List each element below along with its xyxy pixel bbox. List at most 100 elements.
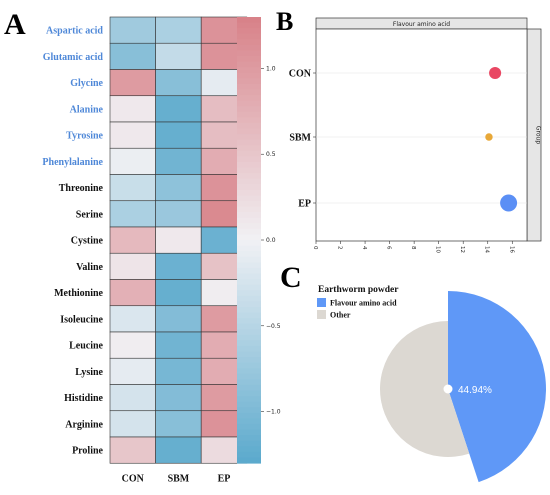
x-tick-label: 2 xyxy=(337,246,343,250)
colorbar-segment xyxy=(237,122,261,130)
colorbar-segment xyxy=(237,95,261,102)
heatmap-cell xyxy=(155,252,202,280)
colorbar-segment xyxy=(237,56,261,63)
x-tick-label: 16 xyxy=(508,246,514,253)
colorbar-segment xyxy=(237,251,261,258)
colorbar-segment xyxy=(237,384,261,392)
heatmap-row-label: Methionine xyxy=(54,288,103,299)
colorbar-segment xyxy=(237,161,261,169)
colorbar-segment xyxy=(237,451,261,459)
x-tick-label: 4 xyxy=(361,246,367,250)
colorbar-segment xyxy=(237,306,261,314)
colorbar-segment xyxy=(237,134,261,141)
bubble-point xyxy=(489,66,502,80)
colorbar-segment xyxy=(237,245,261,252)
colorbar-segment xyxy=(237,262,261,269)
colorbar-segment xyxy=(237,200,261,208)
heatmap-cell xyxy=(109,16,156,44)
legend-swatch xyxy=(317,310,326,319)
colorbar: 1.0 0.5 0.0 −0.5 −1.0 xyxy=(237,17,281,464)
colorbar-segment xyxy=(237,145,261,152)
facet-title: Flavour amino acid xyxy=(393,21,450,28)
heatmap-column-label: CON xyxy=(122,473,145,484)
y-category-label: SBM xyxy=(289,133,311,144)
colorbar-segment xyxy=(237,72,261,79)
colorbar-segment xyxy=(237,184,261,191)
colorbar-segment xyxy=(237,379,261,386)
colorbar-segment xyxy=(237,345,261,353)
x-tick-label: 10 xyxy=(435,246,441,253)
colorbar-segment xyxy=(237,28,261,35)
heatmap-cell xyxy=(109,331,156,359)
heatmap-cell xyxy=(155,331,202,359)
heatmap-cell xyxy=(155,69,202,97)
colorbar-segment xyxy=(237,323,261,330)
colorbar-segment xyxy=(237,111,261,118)
heatmap-row-label: Leucine xyxy=(69,341,103,352)
colorbar-tick-label: −0.5 xyxy=(266,323,281,330)
heatmap-cell xyxy=(109,95,156,123)
colorbar-segment xyxy=(237,267,261,275)
heatmap-row-label: Histidine xyxy=(64,393,103,404)
heatmap-column-label: SBM xyxy=(168,473,190,484)
heatmap-row-label: Alanine xyxy=(70,104,104,115)
heatmap-cell xyxy=(155,279,202,307)
pie-slice xyxy=(380,321,470,457)
colorbar-segment xyxy=(237,189,261,196)
colorbar-segment xyxy=(237,128,261,135)
heatmap-cell xyxy=(155,410,202,438)
pie-center-dot xyxy=(443,384,453,394)
colorbar-segment xyxy=(237,329,261,336)
colorbar-segment xyxy=(237,401,261,408)
panel-letter-b: B xyxy=(276,7,293,36)
colorbar-segment xyxy=(237,78,261,85)
colorbar-segment xyxy=(237,256,261,263)
colorbar-segment xyxy=(237,61,261,68)
colorbar-segment xyxy=(237,351,261,358)
colorbar-segment xyxy=(237,67,261,74)
colorbar-segment xyxy=(237,50,261,57)
heatmap-cell xyxy=(109,147,156,175)
x-tick-label: 0 xyxy=(312,246,318,250)
colorbar-segment xyxy=(237,17,261,24)
pie-chart: Earthworm powder Flavour amino acid Other 4… xyxy=(317,285,547,483)
heatmap-row-label: Phenylalanine xyxy=(42,157,103,168)
heatmap-cell xyxy=(155,384,202,412)
colorbar-segment xyxy=(237,106,261,113)
heatmap-row-label: Isoleucine xyxy=(60,314,103,325)
colorbar-segment xyxy=(237,212,261,219)
heatmap-cell xyxy=(109,357,156,385)
heatmap-cell xyxy=(109,384,156,412)
heatmap-row-label: Glutamic acid xyxy=(43,52,104,63)
colorbar-segment xyxy=(237,234,261,241)
heatmap-cell xyxy=(109,436,156,464)
colorbar-segment xyxy=(237,396,261,403)
heatmap-cell xyxy=(109,121,156,149)
colorbar-segment xyxy=(237,117,261,124)
heatmap-cell xyxy=(155,95,202,123)
heatmap-cell xyxy=(109,305,156,333)
colorbar-segment xyxy=(237,223,261,230)
heatmap: Aspartic acid Glutamic acid Glycine Alanine… xyxy=(42,16,248,484)
x-tick-label: 12 xyxy=(459,246,465,253)
colorbar-segment xyxy=(237,33,261,40)
colorbar-segment xyxy=(237,100,261,107)
colorbar-segment xyxy=(237,318,261,325)
heatmap-row-label: Proline xyxy=(72,446,103,457)
colorbar-segment xyxy=(237,206,261,213)
colorbar-segment xyxy=(237,22,261,29)
panel-letter-c: C xyxy=(280,261,302,294)
heatmap-cell xyxy=(155,200,202,228)
heatmap-cell xyxy=(155,357,202,385)
bubble-chart: Flavour amino acid Group 0 2 4 6 8 10 12 14 16 CON S… xyxy=(289,17,542,253)
colorbar-segment xyxy=(237,279,261,286)
x-tick-label: 8 xyxy=(410,246,416,250)
colorbar-segment xyxy=(237,373,261,380)
colorbar-segment xyxy=(237,440,261,447)
x-tick-label: 6 xyxy=(386,246,392,250)
heatmap-cell xyxy=(155,121,202,149)
bubble-point xyxy=(500,194,518,212)
colorbar-segment xyxy=(237,173,261,180)
heatmap-cell xyxy=(109,69,156,97)
